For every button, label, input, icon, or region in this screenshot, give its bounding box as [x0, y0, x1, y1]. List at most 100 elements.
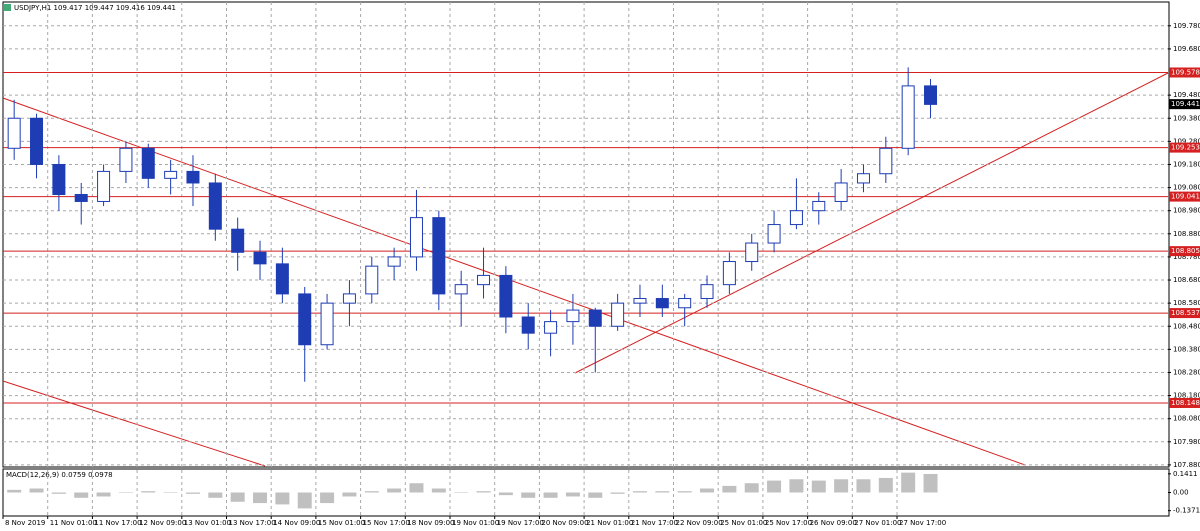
x-tick-label: 27 Nov 01:00 [854, 519, 901, 527]
macd-bar [767, 480, 782, 493]
candle-body [52, 163, 66, 196]
candle-body [588, 309, 602, 327]
level-tag [1169, 397, 1200, 408]
y-tick-label: 108.380 [1173, 345, 1200, 353]
level-label: 109.041 [1171, 193, 1200, 201]
candle-body [387, 256, 401, 267]
x-tick-label: 19 Nov 01:00 [452, 519, 499, 527]
level-tag [1169, 246, 1200, 257]
candle-body [566, 309, 580, 323]
candle-body [722, 261, 736, 286]
macd-bar [632, 491, 647, 493]
x-tick-label: 11 Nov 01:00 [50, 519, 97, 527]
x-tick-label: 13 Nov 17:00 [229, 519, 276, 527]
macd-bar [498, 492, 513, 496]
x-tick-label: 12 Nov 09:00 [139, 519, 186, 527]
macd-bar [230, 492, 245, 502]
candle-body [655, 298, 669, 309]
y-tick-label: 109.180 [1173, 160, 1200, 168]
macd-bar [320, 492, 335, 504]
macd-bar [588, 492, 603, 498]
macd-bar [51, 492, 66, 494]
y-tick-label: 0.1411 [1173, 470, 1198, 478]
y-tick-label: 108.580 [1173, 299, 1200, 307]
candle-body [856, 173, 870, 184]
macd-bar [29, 488, 44, 493]
candle-body [365, 265, 379, 295]
candle-body [611, 302, 625, 327]
macd-bar [878, 477, 893, 493]
macd-bar [342, 492, 357, 497]
candle-body [74, 194, 88, 202]
symbol-icon [4, 4, 11, 11]
y-tick-label: 107.980 [1173, 438, 1200, 446]
candle-body [231, 228, 245, 253]
macd-bar [923, 473, 938, 493]
macd-bar [275, 492, 290, 505]
y-tick-label: 109.480 [1173, 91, 1200, 99]
level-tag [1169, 308, 1200, 319]
y-tick-label: 108.980 [1173, 207, 1200, 215]
y-tick-label: 109.080 [1173, 184, 1200, 192]
candle-body [924, 85, 938, 105]
macd-bar [700, 488, 715, 493]
main-frame [2, 1, 1170, 468]
candle-body [320, 302, 334, 346]
x-tick-label: 21 Nov 17:00 [631, 519, 678, 527]
macd-bar [610, 492, 625, 494]
candle-body [477, 274, 491, 286]
y-tick-label: 109.780 [1173, 22, 1200, 30]
candle-body [164, 170, 178, 179]
macd-bar [141, 491, 156, 493]
y-tick-label: 108.480 [1173, 322, 1200, 330]
x-tick-label: 15 Nov 17:00 [363, 519, 410, 527]
macd-bar [655, 491, 670, 493]
x-tick-label: 26 Nov 09:00 [810, 519, 857, 527]
candle-body [767, 224, 781, 244]
macd-bar [409, 483, 424, 493]
candle-body [879, 147, 893, 175]
macd-bar [856, 479, 871, 493]
y-tick-label: 0.00 [1173, 489, 1189, 497]
level-tag [1169, 67, 1200, 78]
candle-body [745, 242, 759, 263]
macd-bar [811, 480, 826, 493]
y-tick-label: 108.180 [1173, 392, 1200, 400]
x-tick-label: 15 Nov 01:00 [318, 519, 365, 527]
candle-body [342, 293, 356, 304]
macd-bar [96, 492, 111, 497]
macd-bar [163, 492, 178, 493]
y-tick-label: 109.680 [1173, 45, 1200, 53]
y-tick-label: 107.880 [1173, 461, 1200, 469]
candle-body [499, 274, 513, 318]
level-label: 108.537 [1171, 309, 1200, 317]
y-tick-label: 109.280 [1173, 137, 1200, 145]
candle-body [521, 316, 535, 334]
macd-bar [744, 483, 759, 493]
candle-body [432, 217, 446, 295]
macd-bar [565, 492, 580, 497]
y-tick-label: 108.080 [1173, 415, 1200, 423]
x-tick-label: 13 Nov 01:00 [184, 519, 231, 527]
price-label: 109.441 [1171, 100, 1200, 108]
candle-body [678, 298, 692, 309]
candle-body [544, 321, 558, 334]
candle-body [119, 147, 133, 172]
macd-bar [364, 491, 379, 493]
level-label: 108.148 [1171, 399, 1200, 407]
macd-bar [7, 489, 22, 493]
macd-bar [677, 491, 692, 493]
macd-bar [454, 492, 469, 493]
macd-bar [253, 492, 268, 504]
y-tick-label: 108.780 [1173, 253, 1200, 261]
x-tick-label: 20 Nov 09:00 [541, 519, 588, 527]
macd-bar [387, 488, 402, 493]
macd-bar [297, 492, 312, 509]
macd-bar [722, 485, 737, 493]
macd-title: MACD(12,26,9) 0.0759 0.0978 [6, 471, 113, 479]
candle-body [409, 217, 423, 258]
candle-body [700, 284, 714, 300]
macd-bar [521, 492, 536, 498]
